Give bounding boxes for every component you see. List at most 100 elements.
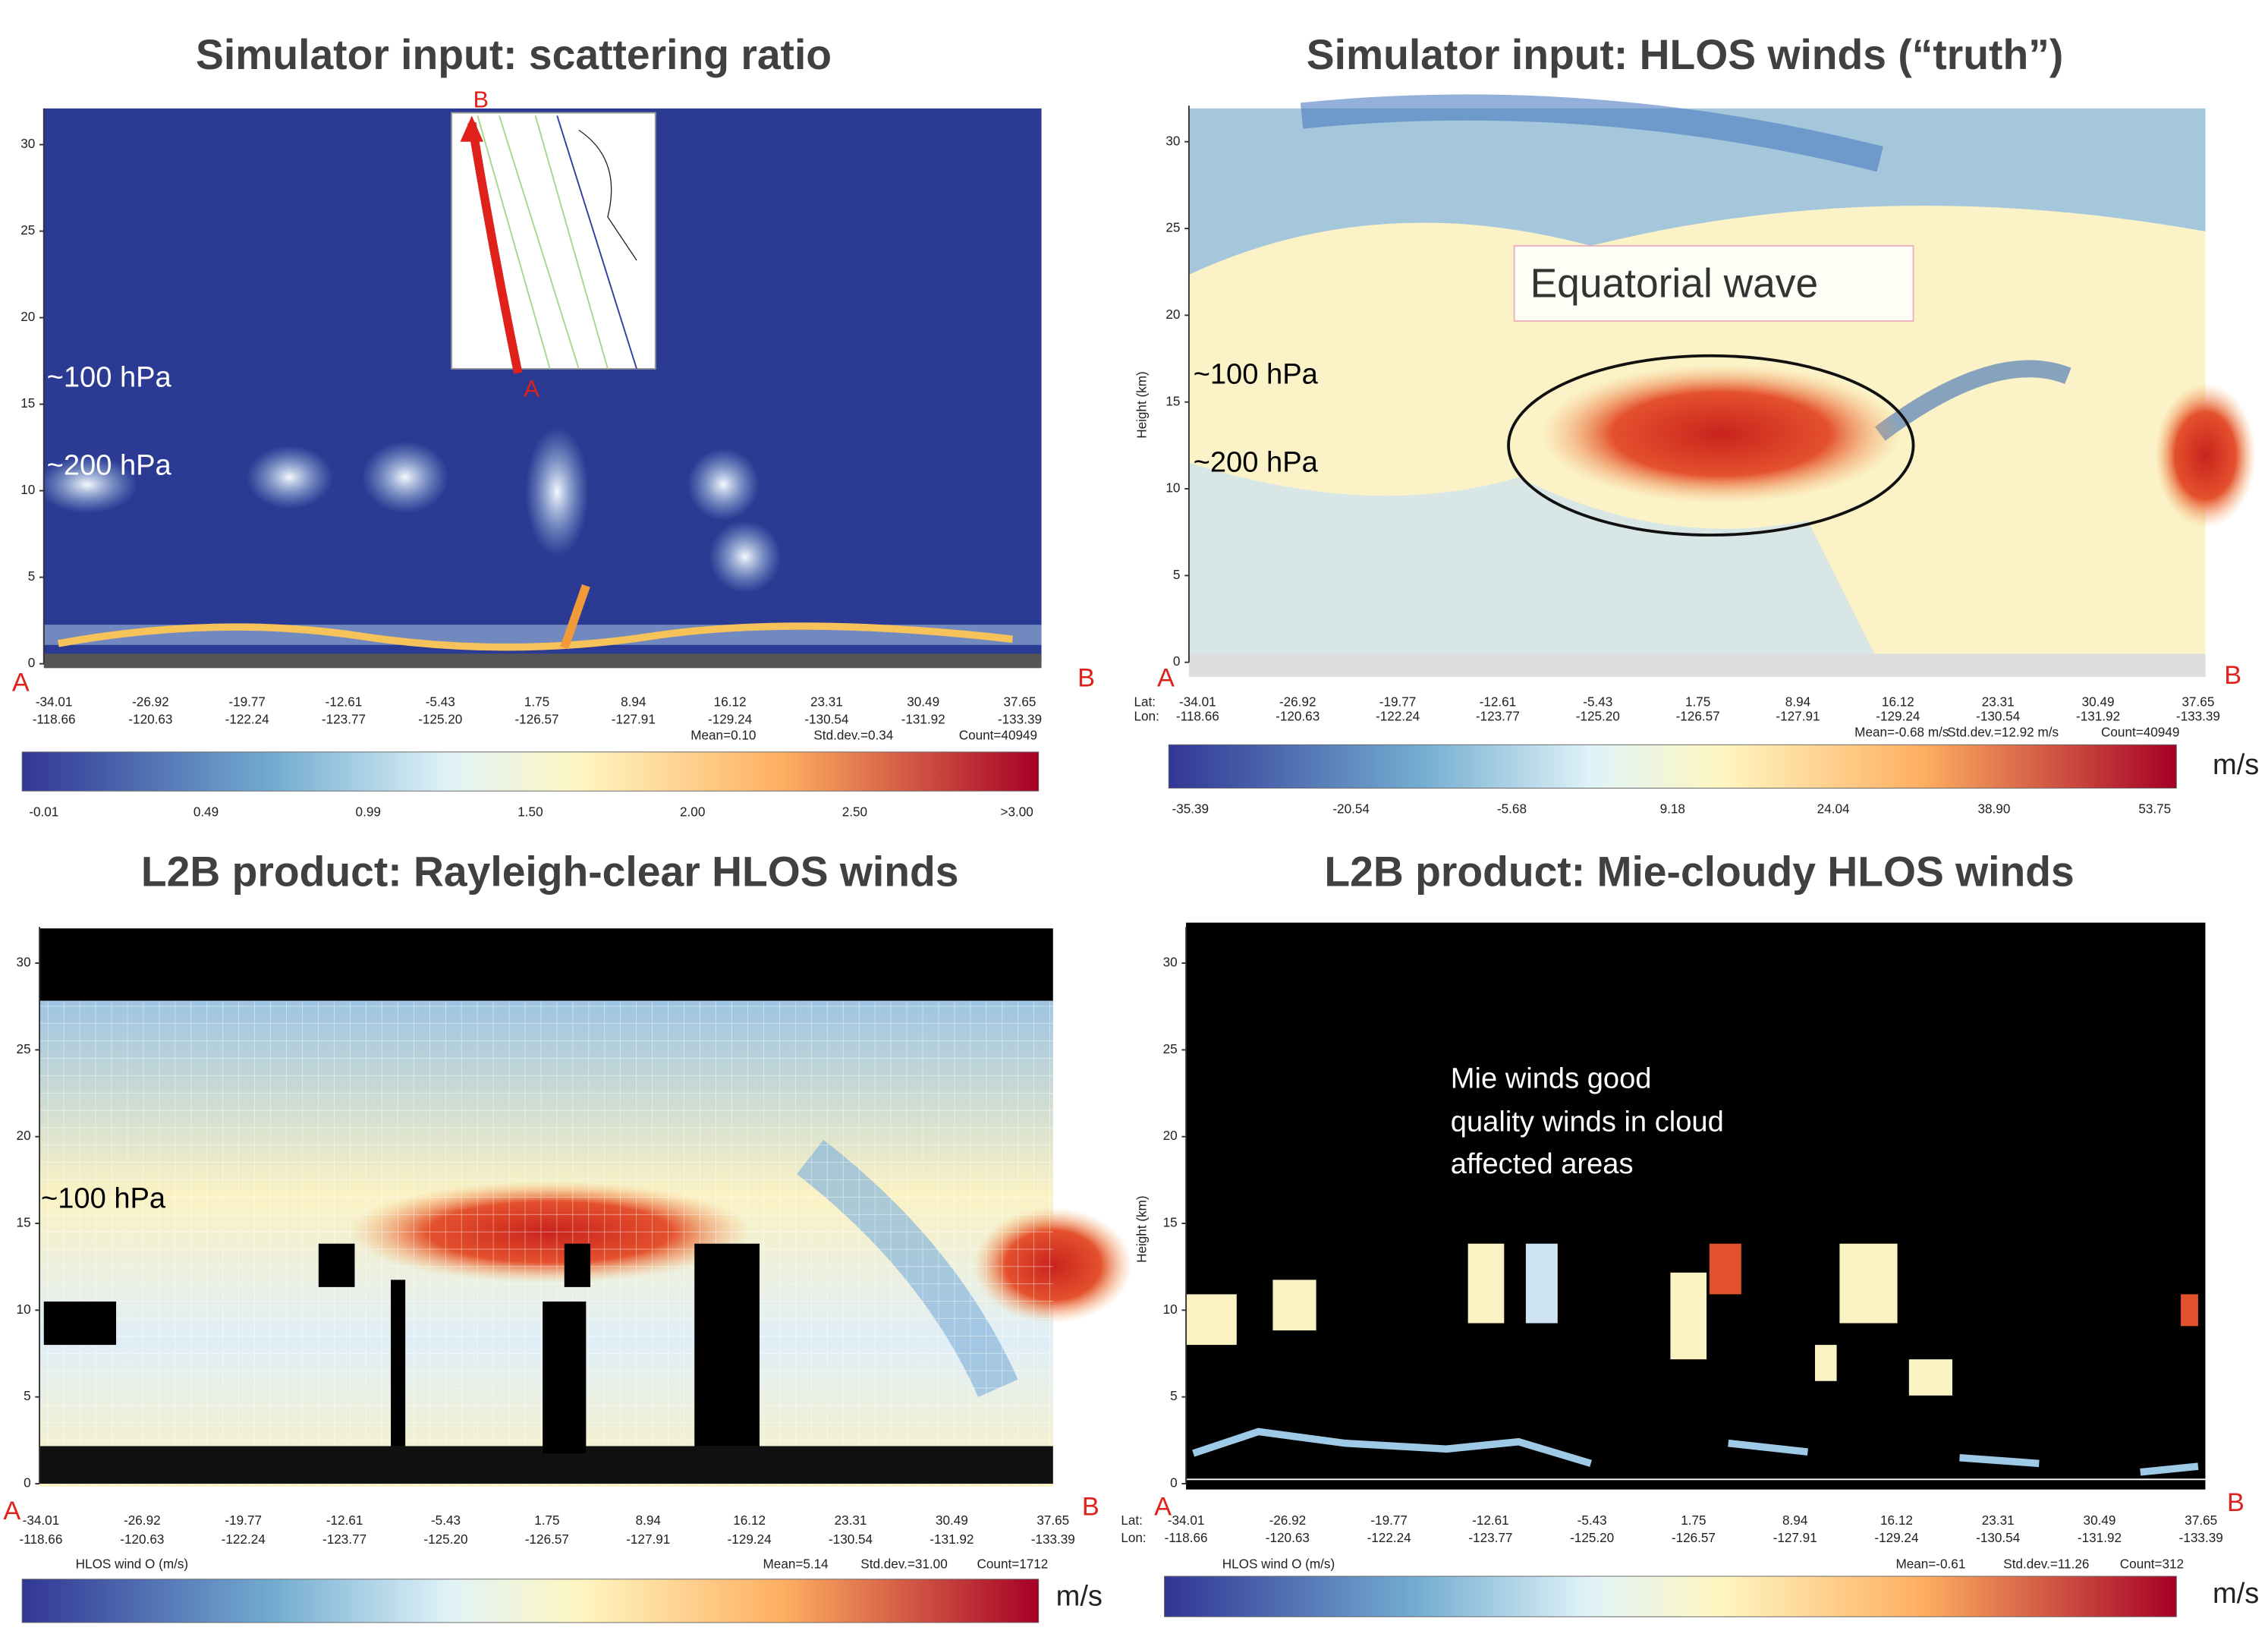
- y-tick-label: 10: [17, 1302, 31, 1317]
- lon-label: -125.20: [1570, 1530, 1614, 1545]
- lat-label: 37.65: [2182, 694, 2215, 710]
- y-tick-label: 25: [1163, 1041, 1178, 1056]
- colorbar-unit: m/s: [2213, 1578, 2259, 1610]
- lat-label: -34.01: [1168, 1513, 1205, 1528]
- annotation: Equatorial wave: [1530, 261, 1819, 306]
- colorbar: [21, 751, 1040, 792]
- mie-plot: [1186, 922, 2206, 1490]
- y-tick-label: 25: [17, 1041, 31, 1056]
- annotation: B: [473, 87, 489, 112]
- lon-label: -126.57: [1676, 709, 1720, 724]
- lon-caption: Lon:: [1121, 1530, 1146, 1545]
- lat-label: 16.12: [714, 694, 747, 710]
- lat-label: 23.31: [835, 1513, 867, 1528]
- lon-label: -131.92: [2076, 709, 2120, 724]
- annotation: ~100 hPa: [47, 361, 172, 393]
- lon-label: -130.54: [1976, 709, 2021, 724]
- lon-caption: Lon:: [1134, 709, 1159, 724]
- lon-label: -123.77: [1476, 709, 1520, 724]
- y-tick-label: 10: [1163, 1302, 1178, 1317]
- y-tick-label: 30: [17, 955, 31, 970]
- lat-label: -5.43: [426, 694, 455, 710]
- stat: Mean=-0.61: [1895, 1556, 1965, 1571]
- lat-label: -26.92: [1269, 1513, 1307, 1528]
- lat-label: -19.77: [225, 1513, 262, 1528]
- y-tick-label: 30: [20, 136, 35, 151]
- lon-label: -118.66: [1176, 709, 1219, 724]
- lon-label: -127.91: [612, 711, 656, 726]
- lon-label: -133.39: [2179, 1530, 2223, 1545]
- lon-label: -131.92: [901, 711, 945, 726]
- y-axis-label: Height (km): [1134, 371, 1149, 439]
- lat-label: 30.49: [936, 1513, 968, 1528]
- annotation: A: [12, 668, 30, 697]
- colorbar-label: 24.04: [1817, 801, 1850, 817]
- lon-label: -125.20: [1576, 709, 1620, 724]
- lat-label: 37.65: [1004, 694, 1036, 710]
- panel-title: Simulator input: HLOS winds (“truth”): [1307, 31, 2063, 78]
- lat-label: 16.12: [1880, 1513, 1913, 1528]
- y-tick-label: 10: [1165, 480, 1180, 496]
- stat: Count=1712: [977, 1556, 1049, 1571]
- y-tick-label: 10: [20, 482, 35, 497]
- lat-label: 23.31: [1982, 694, 2015, 710]
- y-tick-label: 20: [17, 1128, 31, 1143]
- colorbar-label: -0.01: [29, 804, 58, 819]
- stat: Mean=0.10: [690, 727, 756, 742]
- lon-label: -133.39: [2176, 709, 2220, 724]
- lon-label: -118.66: [1165, 1530, 1208, 1545]
- stat: Count=40949: [959, 727, 1037, 742]
- y-tick-label: 15: [17, 1215, 31, 1230]
- lat-label: -26.92: [1279, 694, 1316, 710]
- y-tick-label: 20: [1163, 1128, 1178, 1143]
- panel-title: Simulator input: scattering ratio: [196, 31, 832, 78]
- y-tick-label: 0: [1173, 653, 1181, 669]
- lat-label: 8.94: [1785, 694, 1811, 710]
- colorbar-label: 2.50: [842, 804, 867, 819]
- colorbar-label: 38.90: [1978, 801, 2011, 817]
- lat-label: -5.43: [1583, 694, 1612, 710]
- stat: Std.dev.=12.92 m/s: [1947, 725, 2059, 740]
- colorbar-label: 2.00: [680, 804, 705, 819]
- stat: Count=40949: [2101, 725, 2179, 740]
- annotation: B: [2224, 661, 2241, 690]
- annotation: ~100 hPa: [1194, 358, 1319, 390]
- rayleigh-plot: [39, 928, 1133, 1487]
- lon-label: -123.77: [1468, 1530, 1512, 1545]
- lat-label: -12.61: [326, 1513, 363, 1528]
- y-tick-label: 25: [20, 222, 35, 238]
- lat-label: 8.94: [621, 694, 646, 710]
- lon-label: -133.39: [1031, 1532, 1075, 1547]
- lon-label: -123.77: [322, 1532, 366, 1547]
- annotation: B: [1082, 1492, 1099, 1521]
- colorbar: [21, 1579, 1040, 1623]
- lon-label: -125.20: [418, 711, 462, 726]
- lon-label: -130.54: [804, 711, 849, 726]
- y-tick-label: 15: [20, 395, 35, 411]
- lat-label: -5.43: [431, 1513, 461, 1528]
- y-tick-label: 15: [1163, 1215, 1178, 1230]
- lon-label: -125.20: [423, 1532, 467, 1547]
- stat: Mean=-0.68 m/s: [1854, 725, 1949, 740]
- annotation: B: [1077, 664, 1095, 693]
- lat-label: 8.94: [1782, 1513, 1808, 1528]
- scattering-ratio-plot: [36, 108, 1042, 669]
- y-tick-label: 20: [1165, 307, 1180, 322]
- lat-label: 30.49: [2084, 1513, 2116, 1528]
- lat-label: 1.75: [1681, 1513, 1706, 1528]
- lat-label: 16.12: [1882, 694, 1914, 710]
- y-tick-label: 30: [1165, 133, 1180, 148]
- annotation: quality winds in cloud: [1451, 1107, 1724, 1138]
- lon-label: -129.24: [708, 711, 753, 726]
- lon-label: -129.24: [728, 1532, 772, 1547]
- annotation: B: [2227, 1488, 2244, 1517]
- lon-label: -122.24: [222, 1532, 266, 1547]
- lat-label: 37.65: [2185, 1513, 2217, 1528]
- panel-title: L2B product: Mie-cloudy HLOS winds: [1324, 848, 2074, 895]
- colorbar-label: -5.68: [1497, 801, 1527, 817]
- lon-label: -133.39: [998, 711, 1042, 726]
- truth-winds-plot: [1188, 94, 2257, 677]
- lon-label: -120.63: [120, 1532, 164, 1547]
